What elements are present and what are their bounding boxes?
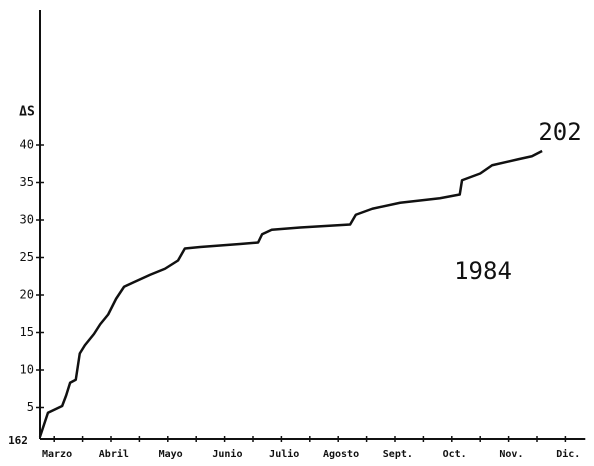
x-tick-label: Agosto	[323, 449, 359, 460]
y-tick-label: 25	[20, 250, 34, 264]
x-tick-label: Sept.	[383, 449, 413, 460]
y-tick-label: 40	[20, 138, 34, 152]
x-tick-label: Mayo	[159, 449, 183, 460]
y-axis-label: ΔS	[19, 105, 35, 120]
x-tick-label: Dic.	[556, 448, 580, 460]
data-line	[38, 149, 543, 438]
x-tick-label: Nov.	[499, 449, 523, 460]
y-tick-label: 15	[20, 325, 34, 339]
y-tick-label: 10	[20, 363, 34, 377]
y-tick-label: 5	[27, 400, 34, 414]
end-annotation: 202	[538, 118, 581, 146]
y-tick-label: 30	[20, 213, 34, 227]
x-tick-label: Junio	[212, 448, 242, 460]
y-tick-label: 35	[20, 175, 34, 189]
year-annotation: 1984	[454, 257, 512, 285]
y-tick-label: 20	[20, 288, 34, 302]
x-tick-label: Oct.	[443, 449, 467, 460]
x-tick-label: Julio	[269, 448, 299, 460]
origin-label: 162	[8, 434, 28, 447]
x-tick-label: Marzo	[42, 449, 72, 460]
x-tick-label: Abril	[99, 448, 129, 460]
